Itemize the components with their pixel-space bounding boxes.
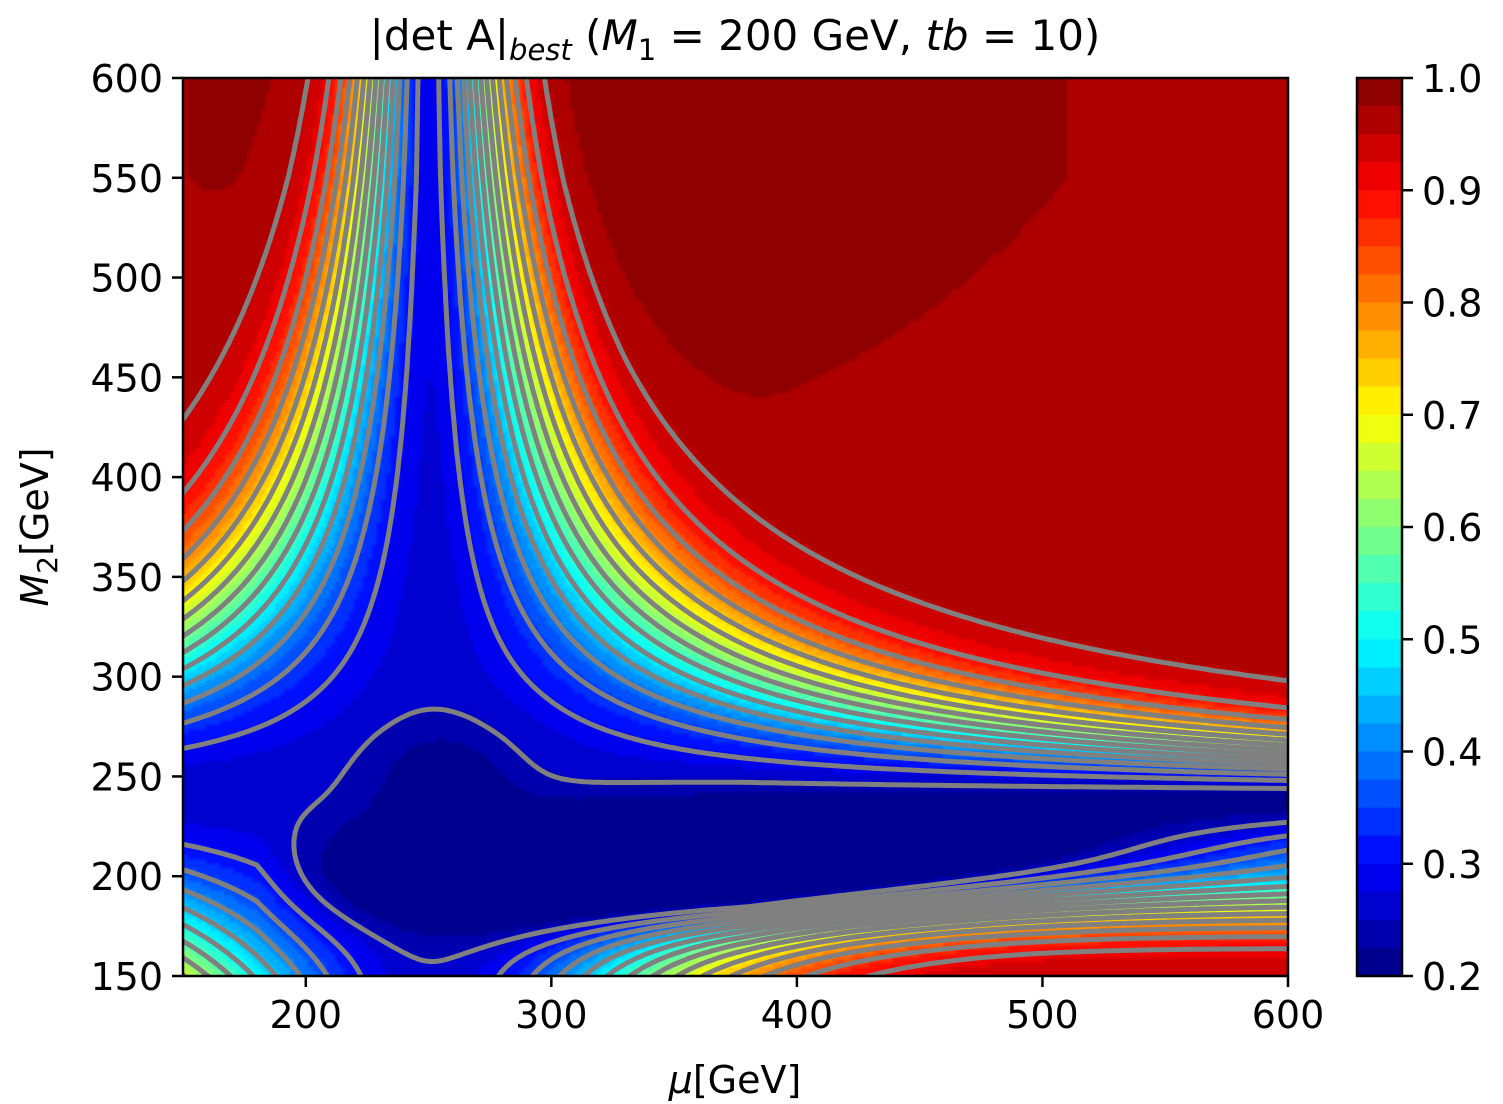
x-axis: 200 300 400 500 600 xyxy=(270,976,1325,1037)
colorbar-ticks: 0.2 0.3 0.4 0.5 0.6 0.7 0.8 0.9 1.0 xyxy=(1402,57,1482,999)
contour-line xyxy=(183,78,1288,976)
contour-line xyxy=(183,78,1288,976)
contour-line xyxy=(183,78,1288,976)
colorbar-tick-label: 0.9 xyxy=(1422,169,1482,213)
y-tick-label: 350 xyxy=(90,556,163,600)
y-tick-label: 150 xyxy=(90,955,163,999)
colorbar-tick-label: 0.3 xyxy=(1422,843,1482,887)
plot-area xyxy=(183,78,1288,976)
y-axis: 150 200 250 300 350 400 450 500 550 600 xyxy=(90,57,183,999)
x-axis-label: μ[GeV] xyxy=(668,1058,802,1102)
contour-line xyxy=(183,78,1288,976)
y-tick-label: 450 xyxy=(90,356,163,400)
colorbar-tick-label: 0.6 xyxy=(1422,506,1482,550)
contour-line xyxy=(183,78,1288,976)
colorbar-tick-label: 0.2 xyxy=(1422,955,1482,999)
title-prefix: |det A| xyxy=(370,11,509,60)
colorbar-tick-label: 0.8 xyxy=(1422,282,1482,326)
colorbar: 0.2 0.3 0.4 0.5 0.6 0.7 0.8 0.9 1.0 xyxy=(1355,57,1482,999)
y-axis-var: M xyxy=(13,574,57,607)
colorbar-gradient xyxy=(1357,78,1402,976)
title-m1-val: = 200 GeV, xyxy=(656,11,925,60)
y-tick-label: 250 xyxy=(90,755,163,799)
x-tick-label: 600 xyxy=(1252,993,1325,1037)
y-tick-label: 300 xyxy=(90,656,163,700)
plot-frame xyxy=(181,76,1290,978)
x-tick-label: 500 xyxy=(1006,993,1079,1037)
title-subscript: best xyxy=(509,33,573,67)
title-open: ( xyxy=(572,11,602,60)
y-tick-label: 400 xyxy=(90,456,163,500)
colorbar-tick-label: 0.7 xyxy=(1422,394,1482,438)
contour-line xyxy=(183,78,1288,976)
y-tick-label: 500 xyxy=(90,257,163,301)
y-axis-unit: [GeV] xyxy=(13,447,57,555)
title-tb-var: tb xyxy=(925,11,968,60)
title-tb-val: = 10) xyxy=(969,11,1101,60)
y-tick-label: 550 xyxy=(90,157,163,201)
y-axis-label: M2[GeV] xyxy=(13,447,64,606)
y-axis-sub: 2 xyxy=(31,556,64,574)
chart-title: |det A|best (M1 = 200 GeV, tb = 10) xyxy=(370,11,1101,67)
contour-lines xyxy=(183,78,1288,976)
contour-line xyxy=(183,78,1288,684)
y-tick-label: 200 xyxy=(90,855,163,899)
x-tick-label: 200 xyxy=(270,993,343,1037)
colorbar-tick-label: 1.0 xyxy=(1422,57,1482,101)
y-tick-label: 600 xyxy=(90,57,163,101)
contour-line xyxy=(291,706,1288,965)
colorbar-tick-label: 0.4 xyxy=(1422,731,1482,775)
x-tick-label: 300 xyxy=(515,993,588,1037)
x-tick-label: 400 xyxy=(761,993,834,1037)
title-m1-sub: 1 xyxy=(638,33,656,67)
title-m1-var: M xyxy=(602,11,638,60)
contour-line xyxy=(183,78,1288,976)
colorbar-tick-label: 0.5 xyxy=(1422,618,1482,662)
x-axis-unit: [GeV] xyxy=(693,1058,801,1102)
x-axis-var: μ xyxy=(668,1058,693,1102)
